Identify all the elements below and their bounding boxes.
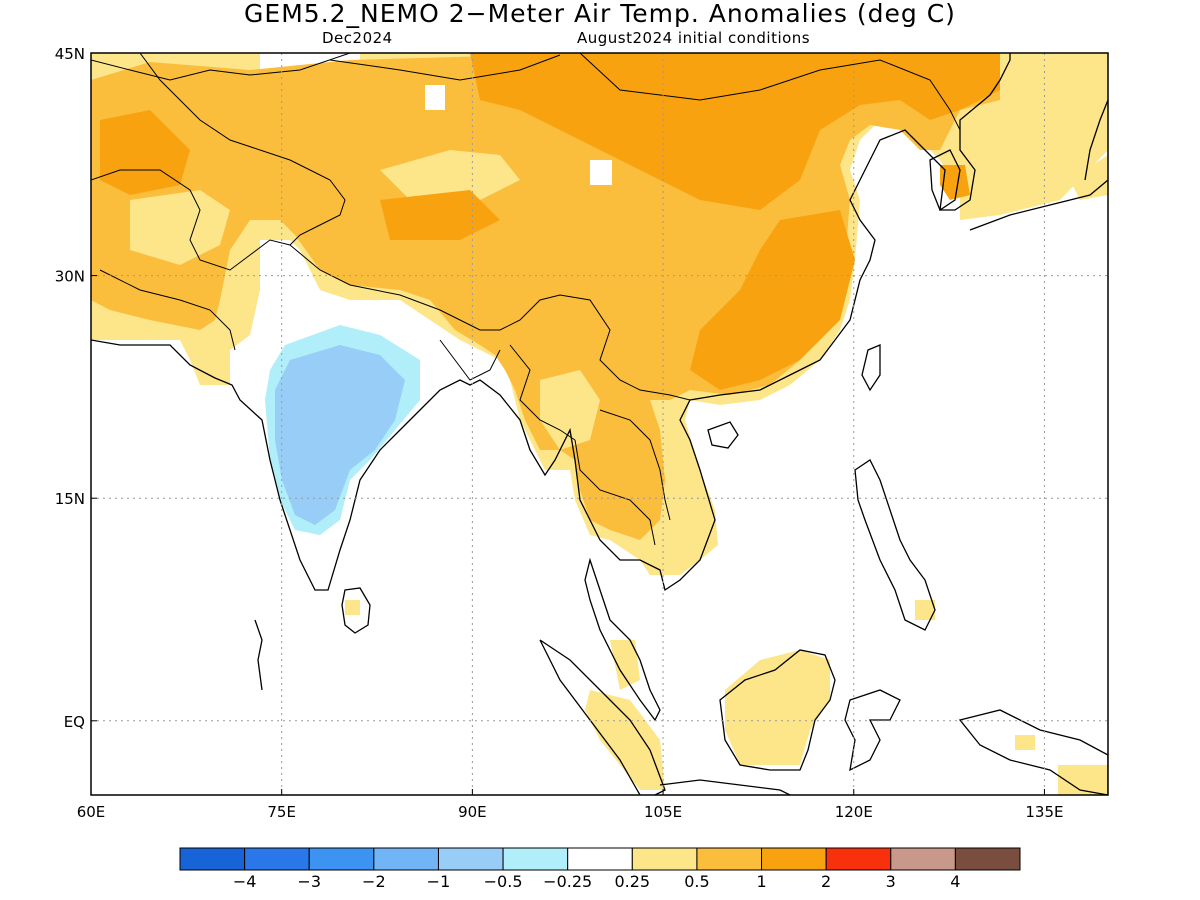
coastline-japan xyxy=(969,99,1108,231)
border-line xyxy=(599,409,671,521)
anomaly-patch-light xyxy=(540,370,600,450)
anomaly-gap xyxy=(590,160,612,185)
colorbar-label: 3 xyxy=(886,872,896,891)
anomaly-patch-light xyxy=(585,690,665,790)
colorbar-label: −2 xyxy=(362,872,386,891)
colorbar-swatch xyxy=(696,847,763,871)
colorbar-label: −0.5 xyxy=(484,872,523,891)
colorbar-label: −0.25 xyxy=(543,872,592,891)
border-line xyxy=(509,344,576,441)
colorbar-label: −3 xyxy=(297,872,321,891)
colorbar: −4 −3 −2 −1 −0.5 −0.25 0.25 0.5 1 2 3 4 xyxy=(179,847,1021,891)
anomaly-region-strong xyxy=(940,165,970,200)
colorbar-label: 1 xyxy=(756,872,766,891)
lat-tick-label: 30N xyxy=(55,268,85,286)
coastline-malay-peninsula xyxy=(584,557,661,722)
anomaly-region-neg xyxy=(275,345,405,525)
colorbar-label: 4 xyxy=(950,872,960,891)
colorbar-swatch xyxy=(954,847,1021,871)
coastline-philippines xyxy=(854,459,936,631)
border-line xyxy=(91,53,351,81)
colorbar-label: 2 xyxy=(821,872,831,891)
anomaly-region-strong xyxy=(100,110,190,195)
anomaly-region-strong xyxy=(380,190,500,240)
coastline-korea xyxy=(929,149,961,211)
lon-tick-labels: 60E 75E 90E 105E 120E 135E xyxy=(77,789,1063,821)
colorbar-swatch xyxy=(373,847,439,871)
colorbar-swatch xyxy=(890,847,956,871)
coastline-sulawesi xyxy=(844,689,901,772)
forecast-month: Dec2024 xyxy=(322,29,393,47)
lon-tick-label: 90E xyxy=(458,803,487,821)
coastline-maldives xyxy=(254,619,263,691)
lat-tick-label: 15N xyxy=(55,490,85,508)
anomaly-patch-light xyxy=(725,650,830,765)
border-line xyxy=(139,53,346,246)
map-title: GEM5.2_NEMO 2−Meter Air Temp. Anomalies … xyxy=(244,0,956,28)
anomaly-patch-light xyxy=(130,190,230,265)
border-layer xyxy=(91,53,961,546)
anomaly-gap xyxy=(425,85,445,110)
colorbar-label: −1 xyxy=(427,872,451,891)
anomaly-patch-light xyxy=(610,640,640,690)
lon-tick-label: 60E xyxy=(77,803,106,821)
map-frame xyxy=(90,52,1109,796)
colorbar-swatch xyxy=(502,847,569,871)
anomaly-patch-light xyxy=(380,150,520,200)
border-line xyxy=(91,169,291,271)
border-line xyxy=(574,439,656,546)
border-line xyxy=(99,269,236,351)
anomaly-patch-light xyxy=(1015,735,1035,750)
colorbar-swatch xyxy=(179,847,246,871)
colorbar-label: 0.25 xyxy=(614,872,650,891)
lat-tick-label: 45N xyxy=(55,45,85,63)
colorbar-swatch xyxy=(825,847,892,871)
anomaly-region-strong xyxy=(470,53,1000,210)
coastline-layer xyxy=(91,53,1108,795)
coastline-borneo xyxy=(719,649,836,771)
gridline-layer xyxy=(91,53,1108,795)
colorbar-label: 0.5 xyxy=(684,872,709,891)
lat-tick-labels: 45N 30N 15N EQ xyxy=(55,45,97,731)
lon-tick-label: 120E xyxy=(835,803,873,821)
coastline-java xyxy=(659,779,791,795)
anomaly-patch-light xyxy=(1058,765,1108,795)
initial-conditions-label: August2024 initial conditions xyxy=(577,29,811,47)
lon-tick-label: 135E xyxy=(1025,803,1063,821)
coastline-new-guinea xyxy=(958,709,1108,795)
colorbar-swatch xyxy=(567,847,633,871)
lon-tick-label: 105E xyxy=(644,803,682,821)
colorbar-swatch xyxy=(437,847,504,871)
anomaly-fill-layer xyxy=(91,53,1108,795)
border-line xyxy=(439,339,501,381)
colorbar-swatch xyxy=(244,847,310,871)
border-line xyxy=(289,244,691,401)
colorbar-label: −4 xyxy=(233,872,257,891)
colorbar-swatch xyxy=(761,847,827,871)
coastline-sumatra xyxy=(539,639,666,795)
anomaly-region-strong xyxy=(690,210,855,390)
colorbar-swatch xyxy=(631,847,698,871)
lon-tick-label: 75E xyxy=(267,803,296,821)
coastline-hainan xyxy=(707,421,739,449)
coastline-sri-lanka xyxy=(341,587,371,634)
anomaly-patch-light xyxy=(915,600,935,620)
colorbar-swatch xyxy=(308,847,375,871)
anomaly-patch-light xyxy=(345,600,360,615)
lat-tick-label: EQ xyxy=(64,713,85,731)
coastline-mainland xyxy=(91,53,1011,592)
border-line xyxy=(329,53,961,131)
coastline-taiwan xyxy=(861,344,881,392)
